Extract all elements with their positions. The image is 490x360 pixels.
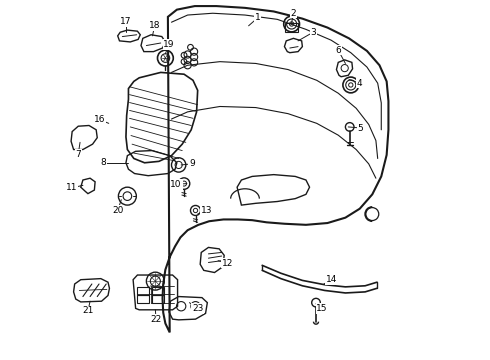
Text: 5: 5 [358,123,364,132]
Text: 17: 17 [120,17,132,26]
Text: 9: 9 [189,159,195,168]
Text: 14: 14 [326,275,338,284]
Text: 6: 6 [335,46,341,55]
Text: 13: 13 [201,206,212,215]
Text: 2: 2 [291,9,296,18]
Text: 23: 23 [192,304,203,313]
Text: 4: 4 [357,79,363,88]
Text: 10: 10 [171,180,182,189]
Text: 18: 18 [149,21,160,30]
Text: 15: 15 [317,304,328,313]
Text: 7: 7 [75,150,81,159]
Text: 3: 3 [310,28,316,37]
Text: 12: 12 [222,259,233,268]
Text: 19: 19 [163,40,175,49]
Text: 21: 21 [82,306,94,315]
Text: 22: 22 [150,315,162,324]
Text: 16: 16 [94,115,105,124]
Text: 11: 11 [66,183,77,192]
Text: 20: 20 [112,206,123,215]
Text: 8: 8 [101,158,107,167]
Text: 1: 1 [255,13,260,22]
